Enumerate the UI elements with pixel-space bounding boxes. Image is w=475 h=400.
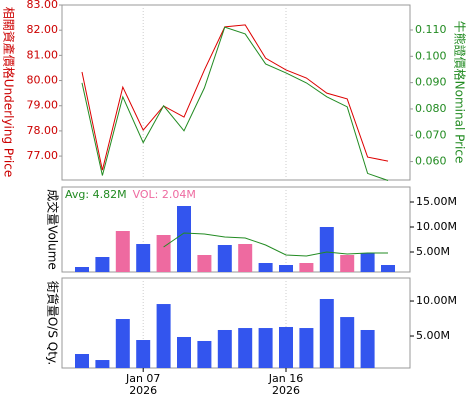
bar [75, 267, 89, 272]
y-tick-label: 81.00 [27, 48, 59, 61]
y2-tick-label: 0.110 [415, 23, 447, 36]
y-tick-label: 10.00M [416, 294, 457, 307]
y-tick-label: 15.00M [416, 195, 457, 208]
y-tick-label: 78.00 [27, 124, 59, 137]
y-tick-label: 5.00M [416, 329, 450, 342]
bar [279, 265, 293, 272]
bar [299, 328, 314, 368]
bar [156, 235, 171, 272]
y2-tick-label: 0.100 [415, 49, 447, 62]
average-line [163, 232, 388, 257]
bar [136, 244, 151, 272]
y2-tick-label: 0.090 [415, 76, 447, 89]
bar [238, 244, 253, 272]
x-tick-year: 2026 [129, 384, 157, 397]
bar [177, 336, 191, 368]
y-tick-label: 77.00 [27, 149, 59, 162]
price-line [81, 26, 389, 181]
y-tick-label: 80.00 [27, 74, 59, 87]
y2-axis-label: 牛熊證價格Nominal Price [453, 21, 468, 164]
plot-area [61, 277, 411, 369]
y-axis-label: 相關資產價格Underlying Price [2, 7, 17, 177]
bar [75, 354, 89, 368]
bar [258, 263, 273, 272]
y-tick-label: 5.00M [416, 245, 450, 258]
bar [258, 328, 273, 368]
bar [115, 319, 130, 368]
bar [279, 326, 293, 368]
y-axis-label: 街貨量O/S Qty. [46, 281, 61, 365]
bar [197, 255, 212, 272]
bar [217, 329, 232, 368]
price-line [81, 24, 389, 171]
bar [95, 360, 110, 368]
y2-tick-label: 0.070 [415, 128, 447, 141]
x-tick-label: Jan 07 [125, 372, 160, 385]
bar [115, 231, 130, 272]
x-tick-year: 2026 [272, 384, 300, 397]
bar [299, 263, 314, 272]
annotation: VOL: 2.04M [133, 188, 196, 201]
y-tick-label: 83.00 [27, 0, 59, 11]
bar [95, 257, 110, 272]
bar [319, 227, 334, 272]
annotation: Avg: 4.82M [65, 188, 127, 201]
bar [217, 245, 232, 272]
bar [136, 340, 151, 368]
bar [156, 304, 171, 368]
bar [381, 265, 395, 272]
y2-tick-label: 0.060 [415, 155, 447, 168]
bar [238, 328, 253, 368]
bar [319, 298, 334, 368]
bar [360, 329, 375, 368]
y-tick-label: 82.00 [27, 23, 59, 36]
bar [360, 253, 375, 272]
plot-area [61, 4, 411, 181]
y-tick-label: 79.00 [27, 99, 59, 112]
x-tick-label: Jan 16 [268, 372, 303, 385]
bar [340, 317, 355, 368]
y-tick-label: 10.00M [416, 220, 457, 233]
bar [197, 340, 212, 368]
bar [340, 255, 355, 272]
y-axis-label: 成交量Volume [46, 189, 61, 270]
bar [177, 206, 191, 272]
y2-tick-label: 0.080 [415, 102, 447, 115]
